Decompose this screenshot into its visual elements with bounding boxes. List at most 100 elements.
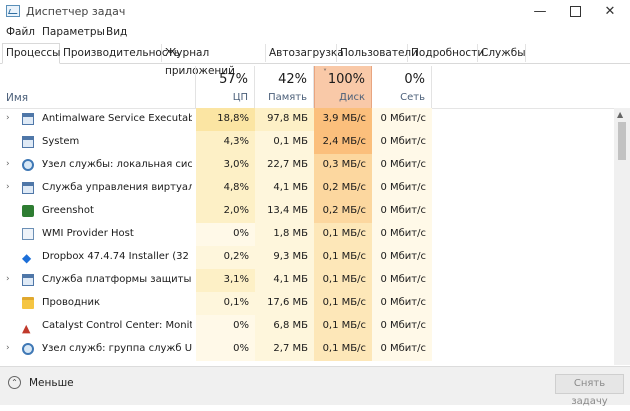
folder-icon (22, 297, 34, 309)
process-row[interactable]: › Antimalware Service Executable 18,8% 97,8… (0, 108, 614, 131)
cpu-label: ЦП (232, 92, 248, 103)
header-name-label: Имя (6, 92, 29, 104)
process-name: Служба управления виртуальн... (42, 182, 192, 193)
process-list: › Antimalware Service Executable 18,8% 97,8… (0, 108, 614, 365)
expand-chevron-icon[interactable]: › (6, 343, 10, 353)
expand-chevron-icon[interactable]: › (6, 274, 10, 284)
scroll-thumb[interactable] (618, 122, 626, 160)
process-name: Greenshot (42, 205, 94, 216)
window-icon (22, 113, 34, 125)
title-bar: Диспетчер задач — ✕ (0, 0, 630, 26)
collapse-icon[interactable]: ⌃ (8, 376, 21, 389)
greenshot-icon (22, 205, 34, 217)
expand-chevron-icon[interactable]: › (6, 113, 10, 123)
process-row[interactable]: Проводник 0,1% 17,6 МБ 0,1 МБ/с 0 Мбит/с (0, 292, 614, 315)
process-name-cell: › Узел службы: локальная систе... (0, 154, 196, 177)
process-name: Antimalware Service Executable (42, 113, 192, 124)
tab-performance[interactable]: Производительность (60, 44, 180, 62)
process-row[interactable]: Catalyst Control Center: Monitor... 0%6,8… (0, 315, 614, 339)
header-disk[interactable]: ˅ 100% Диск (314, 66, 372, 108)
cpu-value: 3,0% (196, 154, 255, 177)
header-cpu[interactable]: 57% ЦП (196, 66, 255, 108)
network-value: 0 Мбит/с (372, 177, 432, 200)
process-row[interactable]: System 4,3% 0,1 МБ 2,4 МБ/с 0 Мбит/с (0, 131, 614, 154)
process-row[interactable]: Greenshot 2,0% 13,4 МБ 0,2 МБ/с 0 Мбит/с (0, 200, 614, 223)
process-name: Узел службы: локальная систе... (42, 159, 192, 170)
memory-value: 9,3 МБ (255, 246, 314, 269)
maximize-icon (569, 6, 581, 17)
maximize-button[interactable] (555, 0, 595, 26)
disk-value: 0,1 МБ/с (314, 246, 372, 269)
header-memory[interactable]: 42% Память (255, 66, 314, 108)
menu-view[interactable]: Вид (106, 26, 128, 38)
minimize-button[interactable]: — (533, 4, 547, 19)
header-network[interactable]: 0% Сеть (372, 66, 432, 108)
tab-processes[interactable]: Процессы (2, 43, 60, 64)
window-icon (22, 182, 34, 194)
menu-options[interactable]: Параметры (42, 26, 105, 38)
process-name-cell: › Служба платформы защиты п... (0, 269, 196, 292)
process-name: Проводник (42, 297, 100, 308)
tab-services[interactable]: Службы (478, 44, 526, 62)
tab-users[interactable]: Пользователи (337, 44, 418, 62)
process-name-cell: Dropbox 47.4.74 Installer (32 бита) (0, 246, 196, 269)
window-icon (22, 274, 34, 286)
header-name[interactable]: Имя (0, 66, 196, 108)
process-row[interactable]: › Узел служб: группа служб Unis... 0%2,7 М… (0, 338, 614, 361)
process-row[interactable]: › Служба управления виртуальн... 4,8%4,1 М… (0, 177, 614, 200)
dropbox-icon (22, 248, 34, 269)
network-value: 0 Мбит/с (372, 108, 432, 131)
process-row[interactable]: › Узел службы: локальная систе... 3,0%22,7… (0, 154, 614, 177)
network-value: 0 Мбит/с (372, 269, 432, 292)
process-row[interactable]: WMI Provider Host 0% 1,8 МБ 0,1 МБ/с 0 Мбит/… (0, 223, 614, 246)
wmi-icon (22, 228, 34, 240)
window-title: Диспетчер задач (26, 5, 126, 18)
memory-label: Память (268, 92, 307, 103)
scroll-up-icon[interactable]: ▲ (617, 110, 624, 119)
end-task-button[interactable]: Снять задачу (555, 374, 624, 407)
network-value: 0 Мбит/с (372, 154, 432, 177)
close-button[interactable]: ✕ (604, 4, 616, 19)
process-name: Узел служб: группа служб Unis... (42, 343, 192, 354)
memory-value: 0,1 МБ (255, 131, 314, 154)
tab-bar: Процессы Производительность Журнал прило… (0, 43, 630, 77)
fewer-details-button[interactable]: Меньше (29, 377, 74, 389)
expand-chevron-icon[interactable]: › (6, 182, 10, 192)
network-value: 0 Мбит/с (372, 131, 432, 154)
process-name: Служба платформы защиты п... (42, 274, 192, 285)
menu-file[interactable]: Файл (6, 26, 36, 38)
process-name: System (42, 136, 80, 147)
disk-value: 0,2 МБ/с (314, 200, 372, 223)
cpu-value: 0% (196, 315, 255, 338)
tab-details[interactable]: Подробности (408, 44, 484, 62)
process-name-cell: › Antimalware Service Executable (0, 108, 196, 131)
process-row[interactable]: ›Служба платформы защиты п...3,1%4,1 МБ0… (0, 269, 614, 292)
memory-value: 17,6 МБ (255, 292, 314, 315)
process-row[interactable]: Dropbox 47.4.74 Installer (32 бита) 0,2%9… (0, 246, 614, 269)
cpu-value: 0,1% (196, 292, 255, 315)
vertical-scrollbar[interactable]: ▲ (614, 108, 630, 365)
tab-app-history[interactable]: Журнал приложений (162, 44, 266, 77)
process-name: Catalyst Control Center: Monitor... (42, 320, 192, 331)
disk-value: 0,1 МБ/с (314, 223, 372, 246)
disk-value: 3,9 МБ/с (314, 108, 372, 131)
network-value: 0 Мбит/с (372, 246, 432, 269)
expand-chevron-icon[interactable]: › (6, 159, 10, 169)
memory-value: 4,1 МБ (255, 177, 314, 200)
process-name: Dropbox 47.4.74 Installer (32 бита) (42, 251, 192, 262)
tab-startup[interactable]: Автозагрузка (266, 44, 344, 62)
process-name-cell: System (0, 131, 196, 154)
disk-value: 0,1 МБ/с (314, 269, 372, 292)
process-name-cell: › Узел служб: группа служб Unis... (0, 338, 196, 361)
process-name-cell: WMI Provider Host (0, 223, 196, 246)
gear-icon (22, 159, 34, 171)
sort-descending-icon: ˅ (323, 68, 327, 77)
memory-value: 1,8 МБ (255, 223, 314, 246)
memory-value: 97,8 МБ (255, 108, 314, 131)
cpu-value: 0% (196, 223, 255, 246)
memory-value: 6,8 МБ (255, 315, 314, 338)
cpu-value: 3,1% (196, 269, 255, 292)
cpu-value: 18,8% (196, 108, 255, 131)
disk-value: 0,2 МБ/с (314, 177, 372, 200)
